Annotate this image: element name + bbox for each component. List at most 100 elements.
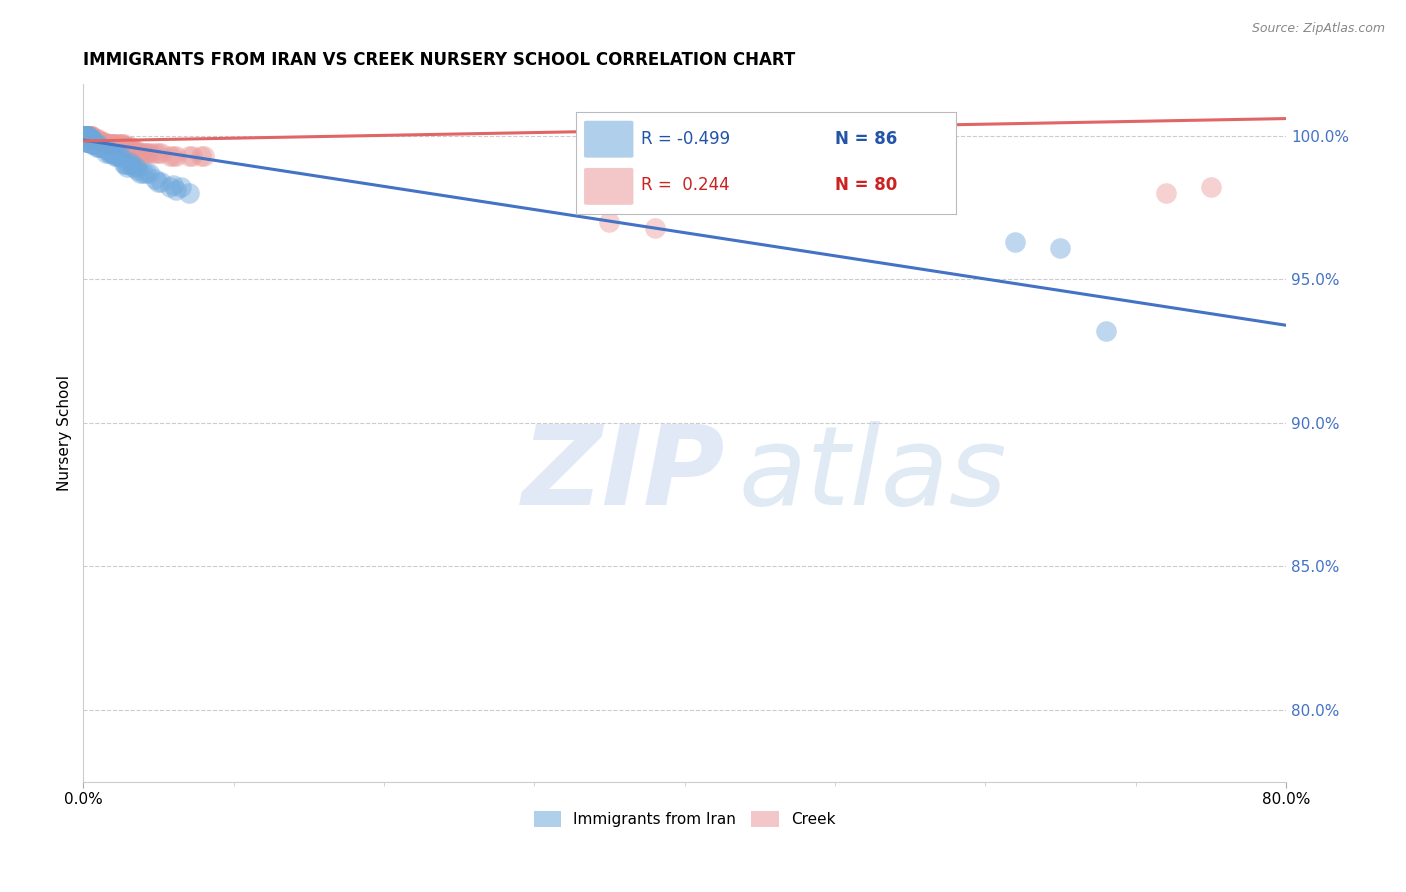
Point	[1154, 186, 1177, 201]
Point	[73, 128, 96, 143]
Point	[80, 135, 103, 149]
Point	[87, 137, 110, 152]
Point	[108, 137, 131, 152]
Point	[93, 135, 115, 149]
Point	[644, 220, 666, 235]
Point	[83, 131, 105, 145]
Point	[79, 131, 101, 145]
Point	[135, 166, 157, 180]
Point	[76, 135, 98, 149]
Point	[120, 140, 142, 154]
Point	[135, 146, 157, 161]
Point	[75, 131, 97, 145]
Point	[89, 135, 111, 149]
Point	[177, 149, 200, 163]
Point	[148, 175, 170, 189]
Legend: Immigrants from Iran, Creek: Immigrants from Iran, Creek	[527, 805, 842, 833]
Point	[159, 180, 181, 194]
Point	[75, 128, 97, 143]
Point	[83, 137, 105, 152]
Point	[76, 128, 98, 143]
Point	[1199, 180, 1222, 194]
Point	[79, 128, 101, 143]
Point	[103, 146, 125, 161]
Point	[129, 166, 152, 180]
Point	[180, 149, 202, 163]
Point	[84, 131, 107, 145]
Point	[132, 166, 155, 180]
Point	[139, 146, 162, 161]
Point	[170, 180, 193, 194]
Point	[84, 131, 107, 145]
Point	[76, 135, 98, 149]
Text: N = 86: N = 86	[835, 130, 897, 148]
Point	[76, 128, 98, 143]
Point	[90, 135, 112, 149]
Point	[101, 137, 124, 152]
Point	[111, 137, 134, 152]
Point	[166, 149, 188, 163]
Point	[75, 128, 97, 143]
Point	[73, 128, 96, 143]
Point	[75, 131, 97, 145]
Point	[80, 128, 103, 143]
Point	[75, 135, 97, 149]
Point	[145, 146, 167, 161]
Point	[79, 131, 101, 145]
Point	[73, 128, 96, 143]
Point	[79, 131, 101, 145]
Point	[82, 128, 104, 143]
Point	[75, 131, 97, 145]
Point	[112, 137, 135, 152]
Point	[79, 128, 101, 143]
Point	[132, 146, 155, 161]
Point	[87, 140, 110, 154]
Point	[79, 128, 101, 143]
Point	[136, 146, 159, 161]
Point	[79, 131, 101, 145]
Point	[104, 149, 127, 163]
Point	[598, 215, 620, 229]
Point	[80, 131, 103, 145]
Point	[75, 128, 97, 143]
Point	[118, 140, 141, 154]
Text: ZIP: ZIP	[522, 421, 725, 528]
Point	[91, 135, 114, 149]
Point	[83, 137, 105, 152]
Point	[76, 131, 98, 145]
Point	[138, 166, 160, 180]
Point	[80, 131, 103, 145]
Point	[84, 137, 107, 152]
Point	[114, 140, 136, 154]
Point	[82, 137, 104, 152]
Point	[162, 178, 184, 192]
Point	[75, 128, 97, 143]
Point	[80, 128, 103, 143]
Point	[73, 131, 96, 145]
Point	[105, 137, 128, 152]
Point	[79, 131, 101, 145]
Point	[125, 161, 148, 175]
Point	[76, 128, 98, 143]
Point	[75, 135, 97, 149]
Point	[73, 128, 96, 143]
Point	[73, 128, 96, 143]
Text: atlas: atlas	[738, 421, 1007, 528]
Text: R = -0.499: R = -0.499	[641, 130, 730, 148]
Point	[117, 140, 139, 154]
Point	[75, 128, 97, 143]
Point	[87, 131, 110, 145]
Point	[122, 161, 145, 175]
FancyBboxPatch shape	[583, 120, 633, 158]
Point	[110, 149, 132, 163]
Point	[79, 128, 101, 143]
Point	[103, 137, 125, 152]
Point	[82, 131, 104, 145]
Point	[73, 128, 96, 143]
Point	[148, 146, 170, 161]
Point	[89, 140, 111, 154]
Text: IMMIGRANTS FROM IRAN VS CREEK NURSERY SCHOOL CORRELATION CHART: IMMIGRANTS FROM IRAN VS CREEK NURSERY SC…	[83, 51, 796, 69]
Point	[1094, 324, 1116, 338]
Point	[115, 161, 138, 175]
Point	[73, 128, 96, 143]
